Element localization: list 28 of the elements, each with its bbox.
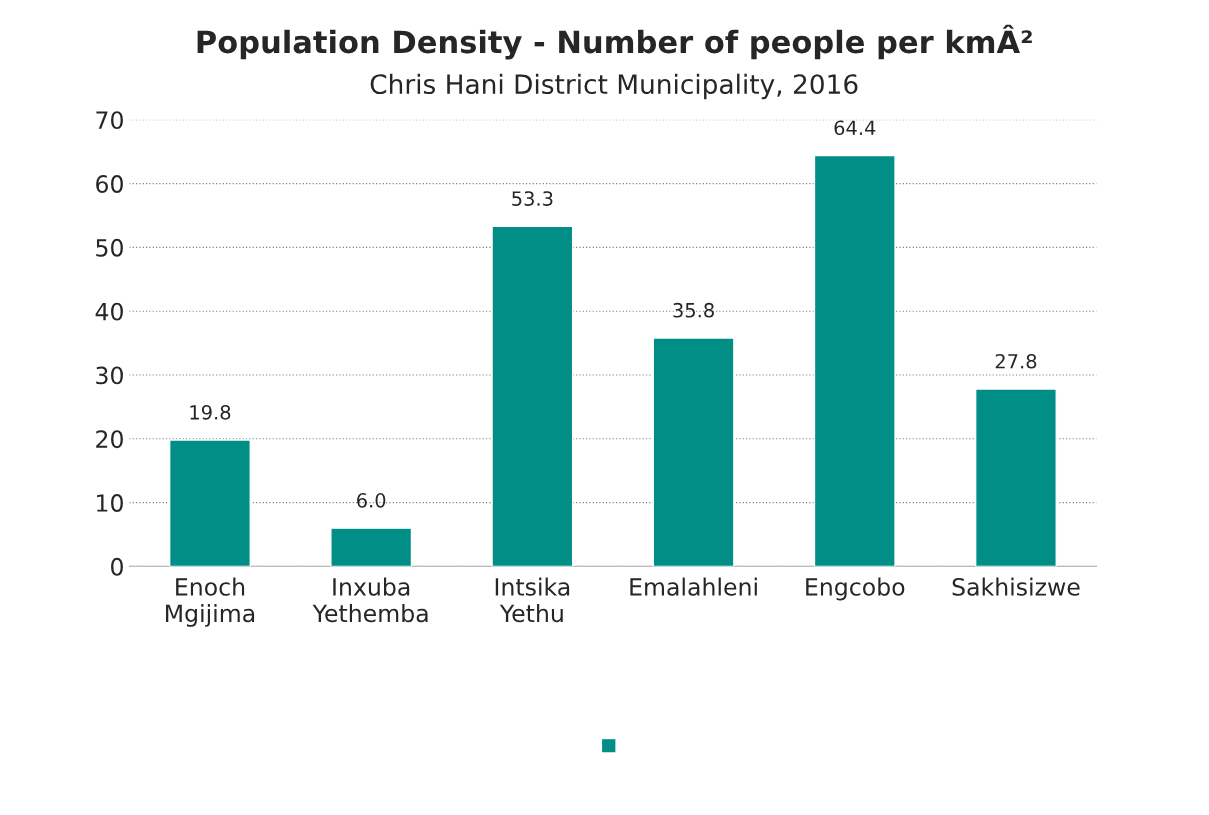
x-tick-label: Inxuba Yethemba: [312, 577, 428, 623]
bar: [813, 154, 896, 567]
bar: [974, 388, 1057, 567]
y-tick-label: 60: [96, 175, 123, 193]
text: 64.4: [834, 120, 876, 136]
x-tick-label: Enoch Mgijima: [166, 577, 255, 627]
bar: [168, 439, 251, 567]
text: 35.8: [673, 302, 714, 318]
chart-subtitle: Chris Hani District Municipality, 2016: [370, 73, 858, 100]
x-tick-label: Engcobo: [806, 577, 905, 601]
text: 19.8: [190, 404, 231, 420]
text: 53.3: [512, 191, 553, 206]
text: 27.8: [995, 353, 1037, 369]
x-tick-label: Sakhisizwe: [952, 577, 1080, 596]
y-tick-label: 30: [96, 366, 123, 385]
x-tick-label: Intsika Yethu: [495, 577, 570, 623]
chart-title: Population Density - Number of people per kmÂ²: [197, 24, 1032, 60]
text: 6.0: [357, 493, 386, 508]
bar: [330, 527, 413, 567]
bar: [491, 225, 574, 567]
y-tick-label: 70: [96, 111, 123, 130]
y-tick-label: 20: [96, 430, 123, 449]
x-tick-label: Emalahleni: [630, 577, 757, 596]
y-tick-label: 10: [97, 494, 123, 512]
y-tick-label: 50: [96, 238, 123, 257]
y-tick-label: 0: [111, 557, 123, 576]
y-tick-label: 40: [95, 302, 123, 321]
bar: [652, 337, 735, 567]
